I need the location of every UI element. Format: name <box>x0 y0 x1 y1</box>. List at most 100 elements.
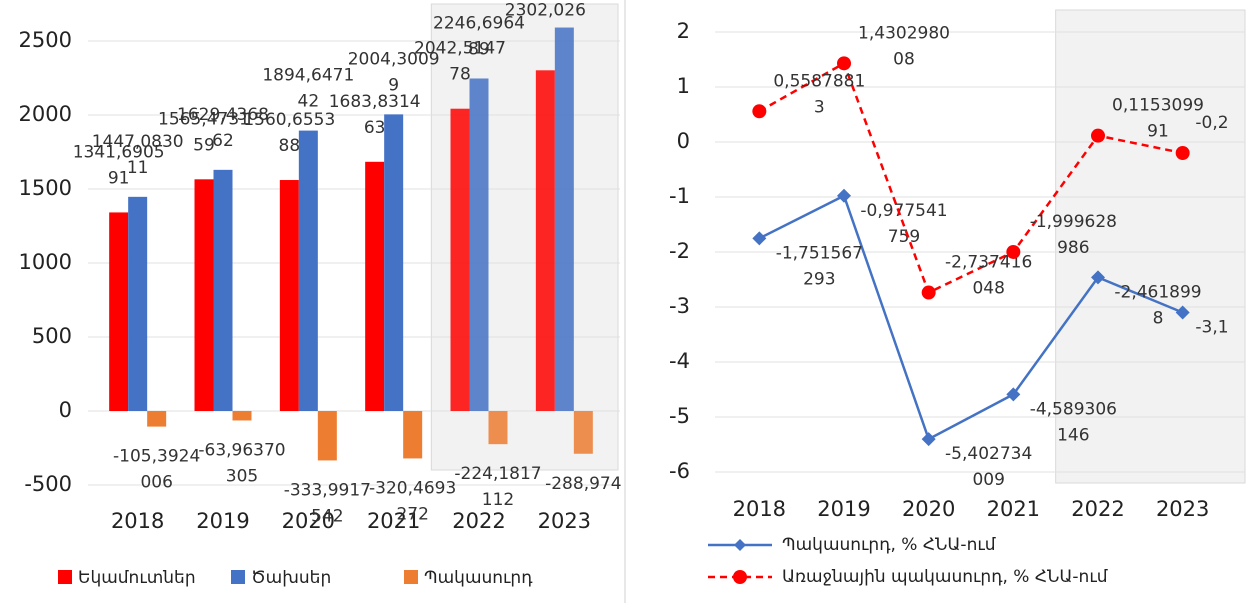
marker <box>921 285 936 300</box>
marker <box>752 104 767 119</box>
value-label: 1683,8314 63 <box>329 92 421 138</box>
y-tick-label: -5 <box>669 404 690 428</box>
y-tick-label: -500 <box>24 472 72 496</box>
y-tick-label: -6 <box>669 459 690 483</box>
value-label: -288,974 <box>545 474 621 494</box>
value-label: -2,461899 8 <box>1114 282 1201 328</box>
marker <box>837 56 851 71</box>
value-label: 1341,6905 91 <box>73 142 165 188</box>
marker <box>1175 146 1190 160</box>
line <box>758 61 1183 295</box>
value-label: -5,402734 009 <box>945 444 1032 490</box>
value-label: 2246,6964 89 <box>433 13 525 59</box>
bar <box>384 114 404 411</box>
value-label: -4,589306 146 <box>1030 399 1117 445</box>
bar <box>213 169 233 411</box>
legend-swatch <box>231 570 245 584</box>
y-tick-label: 2 <box>677 19 690 43</box>
bar <box>469 78 489 411</box>
legend-label: Ծախսեր <box>251 568 331 588</box>
x-tick-label: 2021 <box>987 497 1040 521</box>
value-label: -3,1 <box>1195 318 1228 338</box>
bar <box>365 161 385 411</box>
bar <box>488 411 508 445</box>
y-tick-label: 1 <box>677 74 690 98</box>
value-label: -224,1817 112 <box>454 464 541 510</box>
value-label: 1560,6553 88 <box>243 110 335 156</box>
marker <box>1175 305 1190 320</box>
value-label: 1,4302980 08 <box>858 23 950 69</box>
legend-label: Պակասուրդ <box>424 568 533 588</box>
marker <box>921 432 936 447</box>
legend-label: Եկամուտներ <box>78 568 196 588</box>
marker <box>1006 387 1021 402</box>
bar <box>232 411 252 421</box>
y-tick-label: 0 <box>59 398 72 422</box>
value-label: -320,4693 272 <box>369 478 456 524</box>
line <box>758 194 1184 441</box>
y-tick-label: 1000 <box>19 250 72 274</box>
x-tick-label: 2020 <box>902 497 955 521</box>
value-label: -0,2 <box>1195 113 1228 133</box>
value-label: 1447,0830 11 <box>92 132 184 178</box>
x-tick-label: 2021 <box>367 509 420 533</box>
legend-swatch <box>58 570 72 584</box>
bar <box>194 179 214 411</box>
bar <box>298 130 318 411</box>
marker <box>1091 128 1105 143</box>
value-label: -105,3924 006 <box>113 447 200 493</box>
bar <box>109 212 129 411</box>
y-tick-label: -2 <box>669 239 690 263</box>
value-label: -1,751567 293 <box>776 243 863 289</box>
bar <box>535 70 555 411</box>
x-tick-label: 2023 <box>1156 497 1209 521</box>
x-tick-label: 2022 <box>452 509 505 533</box>
value-label: 2042,5147 78 <box>414 39 506 85</box>
x-tick-label: 2018 <box>733 497 786 521</box>
y-tick-label: 500 <box>32 324 72 348</box>
x-tick-label: 2019 <box>817 497 870 521</box>
x-tick-label: 2020 <box>282 509 335 533</box>
x-tick-label: 2022 <box>1071 497 1124 521</box>
x-tick-label: 2019 <box>196 509 249 533</box>
bar <box>279 180 299 411</box>
x-tick-label: 2023 <box>538 509 591 533</box>
value-label: 1894,6471 42 <box>262 66 354 112</box>
y-tick-label: 1500 <box>19 176 72 200</box>
y-tick-label: -3 <box>669 294 690 318</box>
value-label: -1,999628 986 <box>1030 212 1117 258</box>
y-tick-label: 2500 <box>19 28 72 52</box>
legend-swatch <box>404 570 418 584</box>
legend-marker <box>733 570 747 584</box>
bar <box>128 196 148 411</box>
y-tick-label: -1 <box>669 184 690 208</box>
value-label: -63,96370 305 <box>198 440 285 486</box>
x-tick-label: 2018 <box>111 509 164 533</box>
marker <box>752 231 767 246</box>
y-tick-label: 2000 <box>19 102 72 126</box>
bar <box>317 411 337 461</box>
bar <box>573 411 593 454</box>
legend-marker <box>734 539 746 551</box>
value-label: -333,9917 542 <box>284 480 371 526</box>
legend-label: Առաջնային պակասուրդ, % ՀՆԱ-ում <box>782 567 1108 587</box>
legend-label: Պակասուրդ, % ՀՆԱ-ում <box>782 535 996 555</box>
value-label: 2004,3009 9 <box>348 49 440 95</box>
marker <box>1006 244 1021 259</box>
value-label: 0,1153099 91 <box>1112 96 1204 142</box>
marker <box>1091 270 1105 285</box>
shaded-region <box>1055 9 1246 484</box>
value-label: 1629,4368 62 <box>177 105 269 151</box>
y-tick-label: -4 <box>669 349 690 373</box>
value-label: -0,977541 759 <box>860 201 947 247</box>
bar <box>450 108 470 411</box>
bar <box>147 411 167 427</box>
bar <box>403 411 423 459</box>
value-label: 1565,4731 59 <box>158 109 250 155</box>
marker <box>837 188 851 203</box>
value-label: 0,5587881 3 <box>773 71 865 117</box>
y-tick-label: 0 <box>677 129 690 153</box>
value-label: 2302,026 <box>505 0 586 20</box>
bar <box>554 27 574 411</box>
